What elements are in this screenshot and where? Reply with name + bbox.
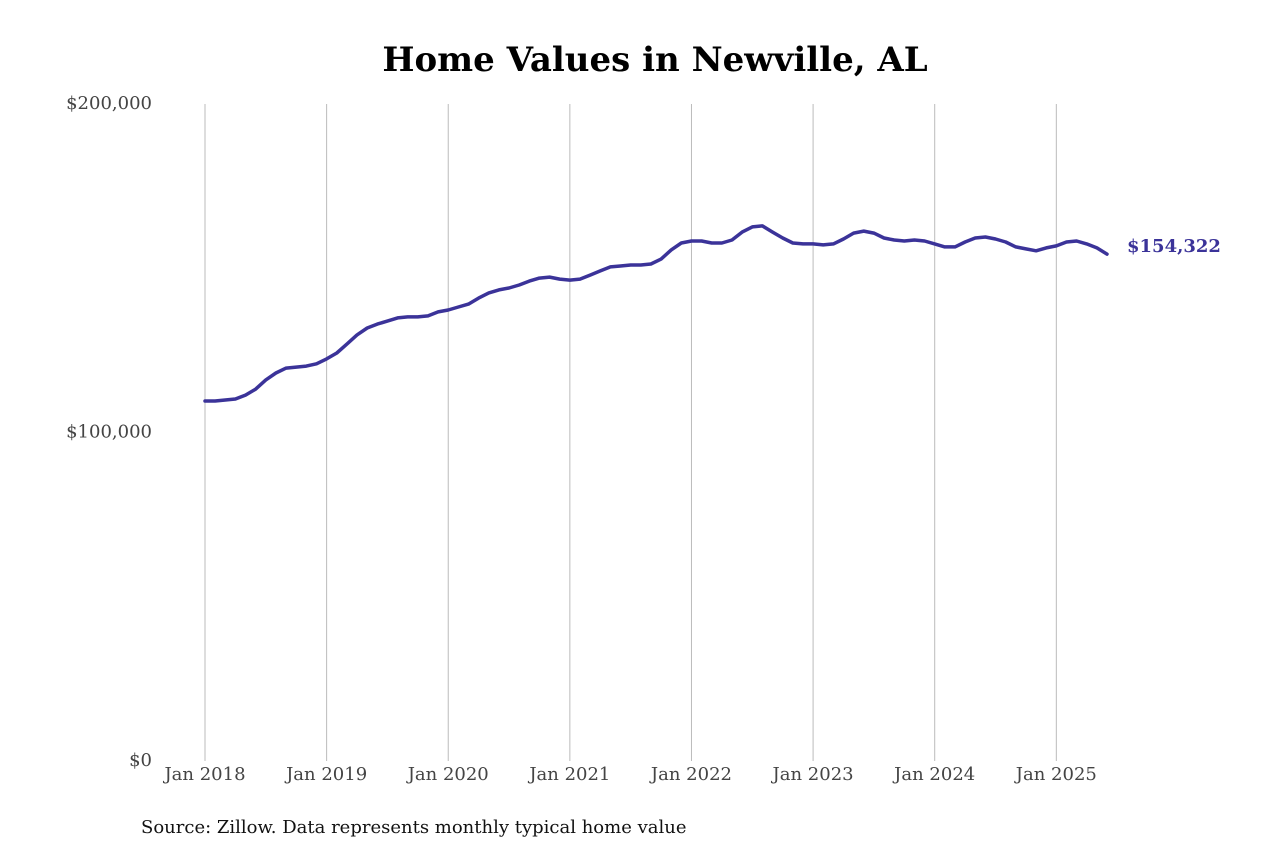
line-series: [203, 224, 1109, 403]
x-tick-label: Jan 2022: [649, 764, 732, 785]
x-tick-label: Jan 2020: [406, 764, 489, 785]
value-label: $154,322: [1127, 236, 1221, 257]
y-tick-label: $200,000: [66, 93, 152, 114]
source-note: Source: Zillow. Data represents monthly …: [141, 817, 687, 838]
x-tick-label: Jan 2021: [527, 764, 610, 785]
x-tick-label: Jan 2019: [284, 764, 367, 785]
x-tick-label: Jan 2024: [892, 764, 975, 785]
y-tick-label: $100,000: [66, 422, 152, 443]
x-tick-label: Jan 2018: [162, 764, 245, 785]
chart-title: Home Values in Newville, AL: [382, 40, 927, 80]
y-tick-label: $0: [129, 750, 152, 771]
x-tick-label: Jan 2025: [1014, 764, 1097, 785]
x-tick-label: Jan 2023: [771, 764, 854, 785]
